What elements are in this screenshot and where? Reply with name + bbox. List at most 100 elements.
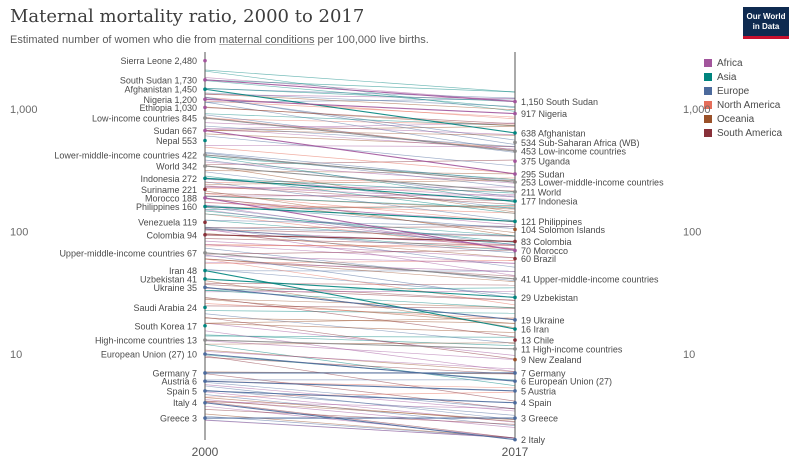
series-point-2000 — [203, 277, 207, 281]
background-country-line — [204, 165, 516, 213]
background-country-line — [204, 79, 516, 93]
background-country-line — [204, 284, 516, 301]
background-country-line — [204, 244, 516, 264]
legend-label: Asia — [717, 71, 737, 83]
series-label-2000: Greece 3 — [160, 414, 197, 424]
series-label-2000: Ukraine 35 — [153, 283, 197, 293]
background-country-line — [204, 135, 516, 167]
series-point-2017 — [513, 389, 517, 393]
series-point-2000 — [203, 78, 207, 82]
series-point-2017 — [513, 416, 517, 420]
series-label-2000: Morocco 188 — [145, 193, 197, 203]
series-label-2000: Philippines 160 — [136, 202, 197, 212]
series-point-2000 — [203, 105, 207, 110]
series-label-2000: Italy 4 — [173, 398, 197, 408]
x-label-2017: 2017 — [502, 445, 529, 459]
background-country-line — [204, 113, 516, 126]
series-point-2000 — [203, 268, 207, 273]
legend-item[interactable]: North America — [704, 98, 782, 112]
background-country-line — [204, 161, 516, 184]
series-label-2017: 638 Afghanistan — [521, 128, 586, 138]
series-point-2017 — [513, 149, 517, 153]
series-point-2017 — [513, 140, 517, 145]
series-label-2017: 177 Indonesia — [521, 197, 578, 207]
background-country-line — [204, 181, 516, 222]
series-point-2000 — [203, 138, 207, 143]
background-country-line — [204, 415, 516, 439]
series-label-2000: Saudi Arabia 24 — [133, 303, 197, 313]
series-line — [204, 390, 516, 404]
legend-swatch — [704, 101, 712, 109]
background-country-line — [204, 171, 516, 210]
series-label-2017: 121 Philippines — [521, 217, 583, 227]
background-country-line — [204, 349, 516, 373]
background-country-line — [204, 226, 516, 237]
background-country-line — [204, 384, 516, 412]
background-country-line — [204, 389, 516, 416]
series-point-2017 — [513, 437, 517, 442]
series-point-2017 — [513, 295, 517, 300]
series-label-2017: 3 Greece — [521, 414, 558, 424]
background-country-line — [204, 145, 516, 148]
series-label-2000: World 342 — [156, 162, 197, 172]
series-point-2000 — [203, 58, 207, 63]
legend-item[interactable]: Europe — [704, 84, 782, 98]
series-label-2017: 534 Sub-Saharan Africa (WB) — [521, 138, 640, 148]
series-label-2000: Iran 48 — [169, 266, 197, 276]
series-point-2017 — [513, 277, 517, 281]
series-label-2000: Nigeria 1,200 — [143, 95, 197, 105]
logo-line-2: in Data — [752, 22, 780, 31]
series-point-2017 — [513, 219, 517, 224]
legend-swatch — [704, 73, 712, 81]
series-label-2017: 375 Uganda — [521, 157, 570, 167]
series-line — [204, 234, 516, 242]
background-country-line — [204, 400, 516, 421]
series-point-2000 — [203, 323, 207, 328]
background-country-line — [204, 254, 516, 299]
background-country-line — [204, 323, 516, 333]
series-label-2017: 211 World — [521, 187, 561, 197]
series-point-2000 — [203, 389, 207, 393]
legend-item[interactable]: Africa — [704, 56, 782, 70]
background-country-line — [204, 130, 516, 136]
legend-item[interactable]: Oceania — [704, 112, 782, 126]
series-line — [204, 380, 516, 392]
y-tick-label-left: 100 — [10, 227, 28, 239]
background-country-line — [204, 213, 516, 237]
x-label-2000: 2000 — [192, 445, 219, 459]
series-line — [204, 154, 516, 183]
background-country-line — [204, 80, 516, 108]
background-country-line — [204, 342, 516, 345]
series-point-2000 — [203, 220, 207, 225]
background-country-line — [204, 177, 516, 194]
series-label-2000: European Union (27) 10 — [101, 350, 197, 360]
series-label-2017: 41 Upper-middle-income countries — [521, 274, 659, 284]
background-country-line — [204, 205, 516, 208]
series-label-2000: Sudan 667 — [153, 126, 197, 136]
legend-swatch — [704, 115, 712, 123]
series-point-2000 — [203, 379, 207, 383]
series-label-2017: 295 Sudan — [521, 169, 565, 179]
series-label-2017: 1,150 South Sudan — [521, 97, 598, 107]
background-country-line — [204, 287, 516, 291]
y-tick-label-right: 10 — [683, 349, 695, 361]
chart-subtitle: Estimated number of women who die from m… — [10, 34, 429, 46]
series-point-2000 — [203, 116, 207, 120]
owid-logo[interactable]: Our World in Data — [743, 7, 789, 39]
series-label-2017: 7 Germany — [521, 368, 566, 378]
series-label-2000: Nepal 553 — [156, 136, 197, 146]
series-label-2017: 70 Morocco — [521, 246, 568, 256]
background-country-line — [204, 409, 516, 425]
series-label-2017: 104 Solomon Islands — [521, 225, 606, 235]
maternal-conditions-link[interactable]: maternal conditions — [219, 34, 315, 46]
legend-item[interactable]: Asia — [704, 70, 782, 84]
legend-item[interactable]: South America — [704, 126, 782, 140]
series-label-2000: Spain 5 — [166, 386, 197, 396]
series-point-2000 — [203, 87, 207, 92]
background-country-line — [204, 249, 516, 255]
series-label-2017: 4 Spain — [521, 398, 552, 408]
series-point-2000 — [203, 128, 207, 133]
legend-swatch — [704, 129, 712, 137]
background-country-line — [204, 244, 516, 247]
background-country-line — [204, 116, 516, 151]
